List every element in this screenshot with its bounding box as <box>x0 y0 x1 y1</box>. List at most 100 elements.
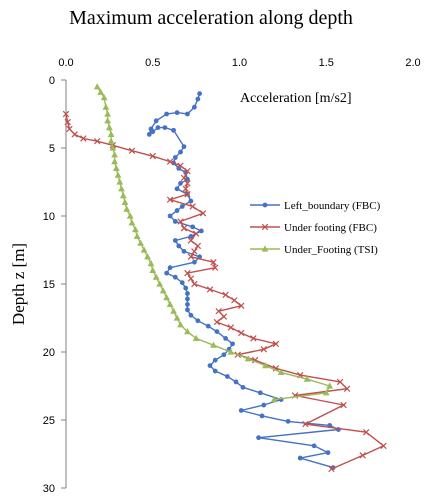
x-tick-label: 0.0 <box>58 57 73 69</box>
series-2-point <box>220 313 228 320</box>
series-3-point <box>156 280 164 287</box>
series-3-point <box>166 300 174 307</box>
series-3-point <box>173 314 181 321</box>
series-3-point <box>97 88 105 95</box>
series-2-point <box>191 280 198 288</box>
series-1-point <box>195 318 201 324</box>
series-1-point <box>185 307 190 313</box>
series-2 <box>62 110 387 473</box>
series-1-point <box>261 402 267 408</box>
series-2-point <box>206 286 214 293</box>
series-2-point <box>166 196 174 203</box>
legend-swatch-marker <box>261 223 269 231</box>
series-3-point <box>326 382 334 389</box>
series-3-point <box>192 334 200 341</box>
series-1-point <box>146 132 152 137</box>
series-3-point <box>119 192 127 199</box>
series-1-point <box>195 96 201 102</box>
series-3-point <box>152 273 160 280</box>
series-3-point <box>114 171 122 178</box>
series-3-point <box>109 144 117 151</box>
series-1-point <box>191 259 197 265</box>
series-3-point <box>104 117 112 124</box>
series-1-line <box>147 93 341 469</box>
series-1-point <box>188 312 194 318</box>
legend-label: Under footing (FBC) <box>284 222 377 234</box>
series-2-point <box>238 329 245 337</box>
series-3-point <box>159 287 167 294</box>
series-3-point <box>133 232 141 239</box>
series-2-point <box>184 191 191 198</box>
series-3-point <box>121 198 129 205</box>
series-3-point <box>177 321 184 328</box>
series-1-point <box>153 118 159 124</box>
series-3-point <box>132 226 139 233</box>
series-1-point <box>259 413 265 419</box>
y-tick-marks <box>61 79 66 489</box>
series-1-point <box>198 228 204 234</box>
series-1-point <box>185 296 190 302</box>
series-1-point <box>164 111 170 117</box>
series-2-point <box>149 152 156 160</box>
series-1-point <box>185 291 190 296</box>
series-2-point <box>182 185 189 193</box>
x-tick-label: 0.5 <box>145 57 160 69</box>
series-2-point <box>199 210 207 217</box>
series-1-point <box>174 186 180 192</box>
series-1-point <box>205 323 211 329</box>
series-1-point <box>185 302 190 307</box>
series-3-point <box>126 212 134 219</box>
series-1-point <box>221 352 227 358</box>
series-2-point <box>62 110 70 118</box>
y-tick-label: 0 <box>49 75 55 87</box>
y-tick-label: 5 <box>49 143 55 155</box>
series-1-point <box>179 280 185 286</box>
legend: Left_boundary (FBC) Under footing (FBC) Un… <box>250 200 381 256</box>
series-3-point <box>111 151 118 158</box>
series-2-point <box>210 259 217 266</box>
series-3-point <box>137 239 145 246</box>
series-1-point <box>174 110 180 116</box>
series-1-point <box>178 180 183 186</box>
series-2-point <box>166 158 174 165</box>
series-1-point <box>181 144 187 150</box>
series-3-point <box>262 362 269 369</box>
series-1-point <box>285 418 291 424</box>
series-3-point <box>116 178 124 185</box>
series-3-point <box>93 83 101 90</box>
series-3 <box>93 83 334 403</box>
y-tick-label: 30 <box>43 483 55 495</box>
series-1-point <box>162 125 168 130</box>
series-2-point <box>211 264 219 271</box>
series-2-point <box>71 131 78 138</box>
series-1-point <box>297 455 303 461</box>
series-1-point <box>188 198 194 204</box>
legend-label: Under_Footing (TSI) <box>284 244 378 256</box>
series-2-point <box>94 137 101 145</box>
series-1-point <box>190 224 196 230</box>
series-1-point <box>230 341 235 347</box>
series-3-point <box>277 368 285 375</box>
series-1-point <box>207 363 213 368</box>
series-1-point <box>240 384 246 390</box>
series-2-point <box>180 174 188 182</box>
series-2-point <box>215 307 222 315</box>
series-1-point <box>167 213 173 219</box>
series-1 <box>146 91 341 470</box>
legend-swatch-marker <box>262 202 268 208</box>
series-3-point <box>210 341 217 348</box>
series-2-point <box>184 167 191 175</box>
series-2-point <box>328 465 335 473</box>
series-1-point <box>197 91 202 96</box>
series-2-point <box>340 401 347 409</box>
series-1-point <box>176 166 182 171</box>
series-3-point <box>104 110 112 117</box>
series-1-point <box>223 336 229 341</box>
series-2-point <box>191 248 198 255</box>
series-1-point <box>311 443 317 449</box>
series-1-point <box>185 111 190 117</box>
series-3-point <box>100 94 108 101</box>
series-3-point <box>111 158 118 165</box>
series-2-point <box>336 378 344 386</box>
